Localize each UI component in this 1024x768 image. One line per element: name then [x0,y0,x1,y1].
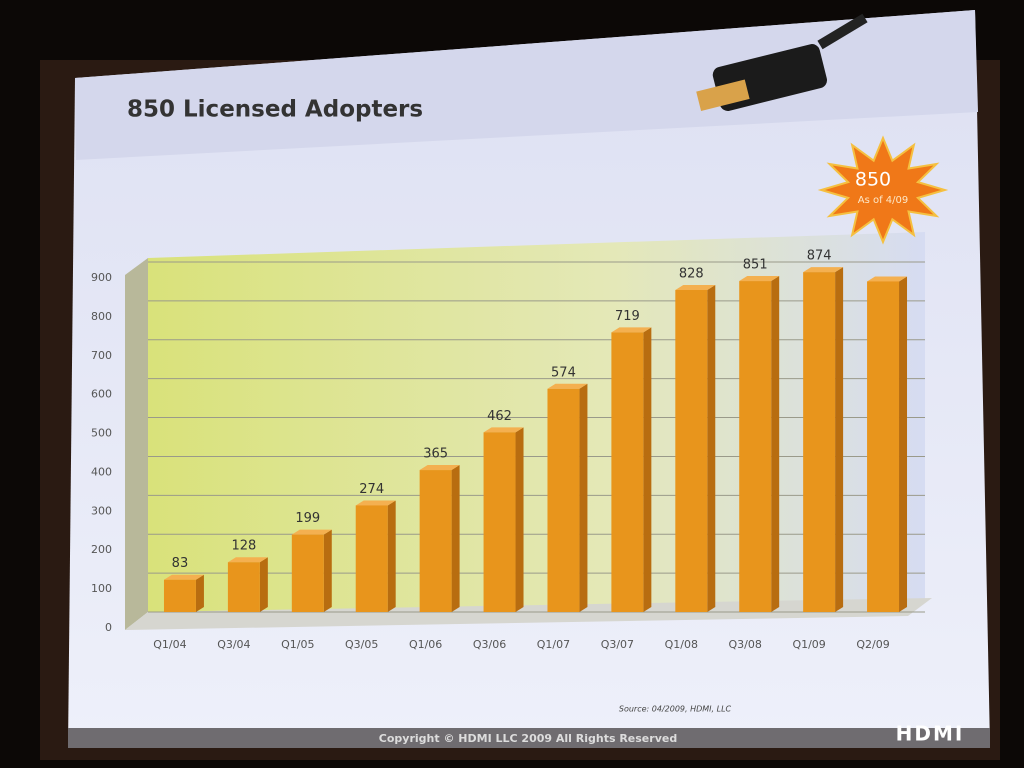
x-tick-label: Q3/06 [473,638,506,651]
y-tick-label: 900 [91,271,112,284]
bar [163,579,196,612]
bar-side [515,427,524,612]
bar-side [835,267,844,612]
y-tick-label: 200 [91,543,112,556]
x-tick-label: Q3/08 [729,638,762,651]
x-tick-label: Q1/05 [281,638,314,651]
data-label: 128 [231,539,256,554]
data-label: 574 [551,365,576,380]
cable-icon [696,13,868,112]
data-label: 83 [172,556,189,571]
bar-top [227,557,268,563]
footer-text: Copyright © HDMI LLC 2009 All Rights Res… [379,732,677,745]
chart-title: 850 Licensed Adopters [127,97,423,123]
x-tick-label: Q2/09 [856,638,889,651]
data-label: 462 [487,409,512,424]
bar-top [355,500,396,506]
plot-side-wall [125,258,148,630]
y-tick-label: 0 [105,621,112,634]
x-tick-label: Q1/06 [409,638,442,651]
y-tick-label: 100 [91,582,112,595]
bar-side [771,276,780,612]
data-label: 874 [807,249,832,264]
source-note: Source: 04/2009, HDMI, LLC [619,705,732,714]
bar-side [579,383,588,612]
bar-side [899,276,908,612]
bar-top [803,267,844,273]
bar-top [483,427,524,433]
x-tick-label: Q1/07 [537,638,570,651]
bar [419,470,452,612]
badge-value: 850 [855,169,891,191]
bar-side [643,327,652,612]
bar-side [323,529,332,612]
data-label: 274 [359,482,384,497]
y-tick-label: 500 [91,427,112,440]
x-tick-label: Q3/04 [217,638,250,651]
bar [739,281,772,612]
data-label: 828 [679,267,704,282]
bar-top [291,529,332,535]
bar-top [163,574,204,580]
x-tick-label: Q3/05 [345,638,378,651]
logo: HDMI [896,722,965,746]
bar-top [547,383,588,389]
badge-star [817,135,949,245]
bar [355,505,388,612]
y-tick-label: 700 [91,349,112,362]
bar-side [451,465,460,612]
bar [483,432,516,612]
y-tick-label: 800 [91,310,112,323]
bar [675,290,708,612]
badge-note: As of 4/09 [858,195,909,206]
bar [227,562,260,612]
bar-side [195,574,204,612]
data-label: 851 [743,258,768,273]
x-tick-label: Q1/04 [153,638,186,651]
bar-side [387,500,396,612]
data-label: 365 [423,447,448,462]
y-tick-label: 300 [91,504,112,517]
y-tick-label: 400 [91,465,112,478]
bar-top [419,465,460,471]
bar-side [707,285,716,612]
x-tick-label: Q1/09 [792,638,825,651]
data-label: 199 [295,511,320,526]
bar-side [259,557,268,612]
bar-top [675,285,716,290]
x-tick-label: Q3/07 [601,638,634,651]
bar [547,388,580,612]
bar-top [739,276,780,282]
bar-top [867,276,908,282]
bar-top [611,327,652,333]
data-label: 719 [615,309,640,324]
title-band [75,10,978,160]
bar [803,272,836,612]
bar [291,534,324,612]
bar [867,281,900,612]
bar [611,332,644,612]
x-tick-label: Q1/08 [665,638,698,651]
plot-wall [148,232,925,612]
plot-floor [125,598,932,630]
y-tick-label: 600 [91,388,112,401]
footer-bar [68,728,990,748]
